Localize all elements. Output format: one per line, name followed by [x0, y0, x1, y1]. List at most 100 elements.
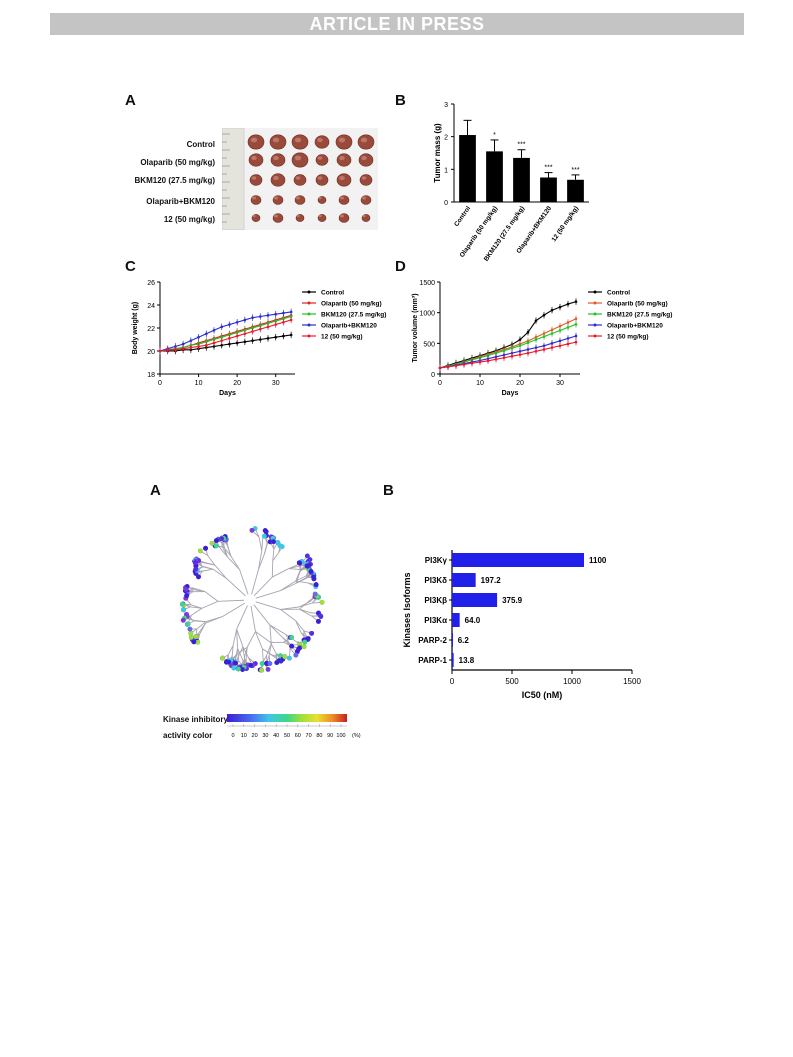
- series-point: [251, 326, 254, 330]
- series-point: [282, 311, 285, 315]
- x-axis-label: Days: [219, 390, 236, 397]
- color-scale-title-1: Kinase inhibitory: [163, 715, 228, 724]
- tumor-highlight: [317, 176, 323, 180]
- tree-branch: [242, 646, 249, 658]
- ic50-bar: [452, 593, 498, 607]
- tumor-highlight: [273, 155, 279, 161]
- tumor-photo-image: [221, 127, 375, 231]
- kinase-node: [316, 618, 321, 624]
- series-point: [478, 360, 482, 364]
- tree-branch: [271, 560, 274, 578]
- series-point: [566, 302, 570, 306]
- kinase-node: [235, 666, 241, 672]
- x-tick-label: 30: [272, 380, 280, 387]
- legend-marker: [307, 312, 311, 316]
- scale-tick-label: 20: [252, 733, 258, 739]
- legend-label: BKM120 (27.5 mg/kg): [321, 312, 386, 319]
- tumor-sample: [315, 154, 329, 166]
- category-label: PARP-2: [418, 636, 447, 645]
- tree-branch: [280, 582, 297, 591]
- tree-branch: [264, 542, 268, 554]
- value-label: 375.9: [502, 596, 523, 605]
- y-tick-label: 20: [147, 349, 155, 356]
- x-tick-label: 500: [505, 677, 519, 686]
- kinase-node: [265, 667, 271, 672]
- series-point: [510, 346, 514, 350]
- kinase-node: [311, 574, 316, 580]
- series-point: [518, 353, 522, 356]
- kinase-node: [286, 655, 292, 661]
- kinome-tree-diagram: [179, 526, 325, 673]
- kinase-node: [220, 655, 225, 661]
- tree-branch: [214, 564, 227, 579]
- series-point: [526, 351, 530, 355]
- kinase-node: [296, 560, 302, 566]
- tree-branch: [262, 648, 273, 656]
- series-point: [204, 340, 208, 344]
- tumor-highlight: [339, 155, 345, 161]
- kinase-node: [203, 545, 208, 551]
- series-point: [174, 348, 177, 352]
- group-label-bkm120: BKM120 (27.5 mg/kg): [134, 176, 215, 185]
- tumor-sample: [249, 174, 263, 186]
- significance-mark: ***: [544, 165, 552, 172]
- series-point: [235, 341, 239, 345]
- tumor-photograph: [221, 127, 378, 231]
- scale-tick-label: 10: [241, 733, 247, 739]
- y-tick-label: 1: [444, 167, 448, 174]
- tree-branch: [237, 648, 240, 661]
- series-point: [510, 354, 514, 358]
- kinase-node: [248, 662, 254, 668]
- x-tick-label: 0: [450, 677, 455, 686]
- legend-label: Olaparib (50 mg/kg): [607, 301, 668, 308]
- tumor-sample: [269, 134, 287, 150]
- tumor-highlight: [340, 196, 344, 200]
- series-point: [251, 339, 254, 342]
- legend-label: Olaparib+BKM120: [321, 323, 377, 330]
- series-point: [258, 315, 262, 318]
- tumor-highlight: [317, 137, 323, 143]
- legend-label: BKM120 (27.5 mg/kg): [607, 312, 672, 319]
- kinase-node: [308, 569, 314, 574]
- category-label: PI3Kδ: [424, 576, 447, 585]
- tree-branch: [295, 577, 307, 584]
- kinase-node: [183, 586, 189, 592]
- series-point: [251, 316, 254, 319]
- tumor-sample: [291, 152, 309, 168]
- tumor-volume-chart: 0 500 1000 1500 0 10 20 30 Days Tumor volume (mm³…: [412, 280, 672, 397]
- group-label-combo: Olaparib+BKM120: [146, 197, 215, 206]
- series-point: [174, 345, 177, 348]
- panel-label-2a: A: [150, 482, 161, 499]
- series-point: [258, 338, 262, 341]
- tree-branch: [239, 569, 249, 595]
- series-line: [439, 335, 577, 369]
- x-tick-label: 0: [438, 380, 442, 387]
- series-point: [518, 338, 522, 341]
- tumor-highlight: [339, 175, 345, 181]
- series-point: [534, 350, 538, 353]
- series-line: [439, 318, 577, 369]
- tree-branch: [299, 600, 311, 608]
- tree-branch: [196, 621, 206, 630]
- kinase-node: [188, 634, 194, 640]
- series-point: [289, 310, 293, 314]
- tumor-sample: [357, 134, 375, 150]
- tumor-sample: [336, 173, 352, 187]
- tree-branch: [201, 565, 214, 570]
- tumor-highlight: [251, 155, 257, 161]
- tumor-sample: [336, 153, 352, 167]
- kinase-node: [193, 566, 199, 572]
- legend-label: Control: [607, 290, 630, 297]
- tumor-highlight: [317, 156, 323, 160]
- series-point: [558, 339, 562, 343]
- kinase-node: [219, 536, 225, 542]
- kinase-node: [180, 617, 186, 623]
- series-point: [212, 341, 216, 345]
- group-label-olaparib: Olaparib (50 mg/kg): [140, 158, 215, 167]
- series-point: [282, 317, 285, 321]
- tree-branch: [299, 608, 312, 617]
- scale-tick-label: 70: [306, 733, 312, 739]
- x-tick-label: 20: [516, 380, 524, 387]
- tree-branch: [288, 568, 301, 570]
- series-point: [197, 335, 200, 339]
